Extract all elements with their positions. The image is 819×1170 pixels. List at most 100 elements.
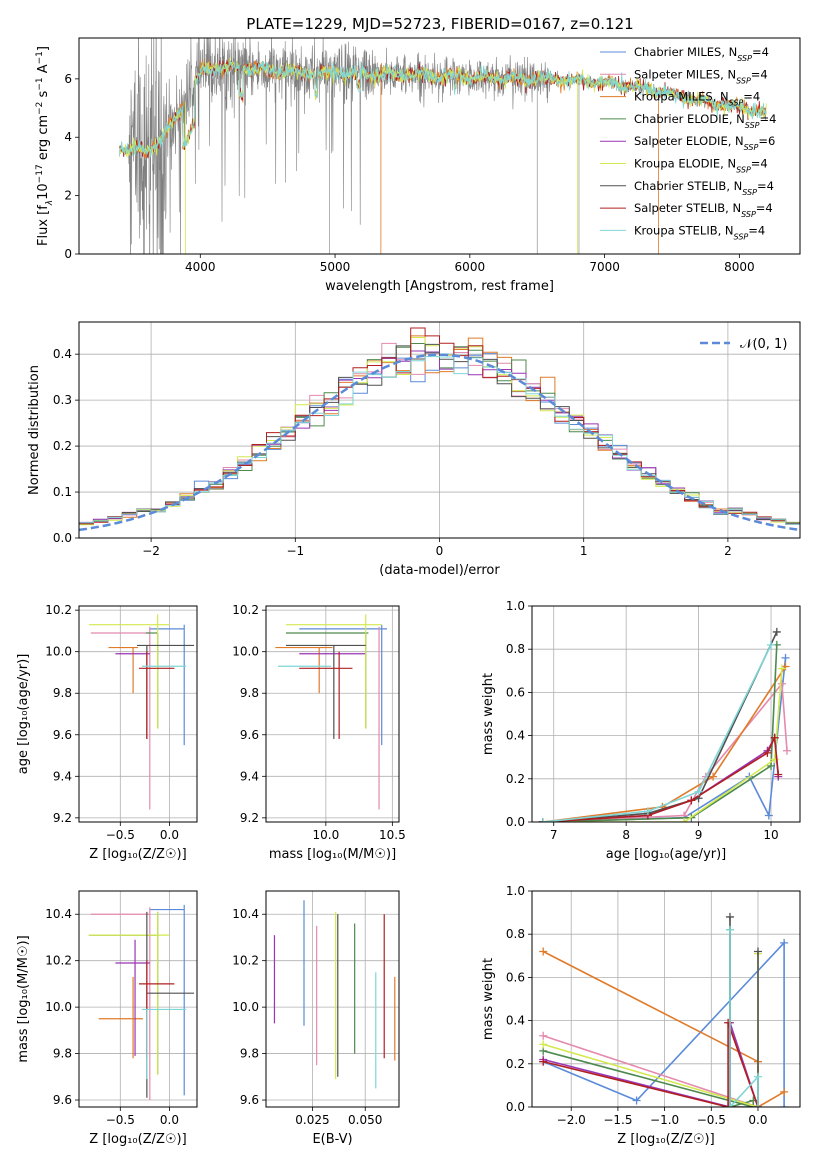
- legend-suffix: =4: [751, 67, 768, 81]
- series-marker: [777, 679, 786, 688]
- plot-area: [88, 614, 195, 810]
- plot-area: [88, 904, 195, 1101]
- y-axis-label-part: ]: [36, 46, 51, 51]
- y-tick-label: 9.4: [240, 769, 259, 783]
- x-tick-label: −1.0: [650, 1113, 679, 1127]
- series-marker: [764, 811, 773, 820]
- series-marker: [753, 1103, 762, 1107]
- series-marker: [772, 627, 781, 636]
- axes-frame: 0.025 0.050 9.6 9.8 10.0 10.2 10.4 E(B-V): [232, 890, 400, 1147]
- series-line: [538, 653, 790, 822]
- axes-frame: −0.5 0.0 9.6 9.8 10.0 10.2 10.4 Z [log₁₀(Z/Z☉)]…: [16, 890, 198, 1147]
- series-path: [542, 734, 780, 822]
- y-tick-label: 0.2: [53, 439, 72, 453]
- y-tick-label: 9.8: [240, 686, 259, 700]
- series-marker: [780, 1103, 789, 1107]
- panel-mass-weight-vs-Z: −2.0 −1.5 −1.0 −0.5 0.0 0.0 0.2 0.4 0.6 0.8 1.0 Z […: [481, 884, 801, 1147]
- series-line: [725, 925, 762, 1107]
- errorbar-point: [299, 651, 353, 739]
- legend-sub: SSP: [745, 120, 760, 129]
- y-axis-label: mass weight: [481, 673, 496, 755]
- series-marker: [774, 770, 783, 779]
- figure-title: PLATE=1229, MJD=52723, FIBERID=0167, z=0…: [246, 15, 633, 33]
- y-axis-label-part: −17: [35, 164, 45, 183]
- x-axis-label: Z [log₁₀(Z/Z☉)]: [89, 847, 186, 862]
- y-tick-label: 0.0: [53, 531, 72, 545]
- y-tick-label: 0.6: [506, 685, 525, 699]
- y-tick-label: 9.2: [53, 811, 72, 825]
- y-tick-label: 9.6: [240, 1093, 259, 1107]
- errorbar-point: [90, 907, 151, 1101]
- series-path: [542, 644, 772, 822]
- plot-area: [538, 627, 791, 822]
- x-tick-label: 7: [550, 828, 558, 842]
- x-tick-label: 7000: [589, 260, 620, 274]
- legend-label: Salpeter ELODIE, N: [634, 134, 744, 148]
- y-tick-label: 1.0: [506, 599, 525, 613]
- series-path: [542, 681, 788, 822]
- x-axis-label: mass [log₁₀(M/M☉)]: [269, 847, 396, 862]
- y-tick-label: 0.4: [506, 729, 525, 743]
- grid: [266, 891, 399, 1107]
- y-tick-label: 0.2: [506, 772, 525, 786]
- y-axis-label: Normed distribution: [27, 365, 42, 495]
- y-axis-label: mass weight: [481, 958, 496, 1040]
- y-tick-label: 9.8: [53, 1047, 72, 1061]
- x-tick-label: −0.5: [106, 828, 135, 842]
- legend-sub: SSP: [744, 143, 759, 152]
- errorbar-point: [145, 632, 159, 729]
- x-tick-label: −0.5: [106, 1113, 135, 1127]
- plot-area: [273, 900, 396, 1089]
- y-tick-label: 9.6: [53, 728, 72, 742]
- series-marker: [725, 1103, 734, 1107]
- axes-frame: −2 −1 0 1 2 0.0 0.1 0.2 0.3 0.4 (data-model)/error…: [27, 321, 801, 578]
- series-path: [542, 644, 778, 822]
- x-tick-label: −1.5: [603, 1113, 632, 1127]
- y-tick-label: 9.2: [240, 811, 259, 825]
- series-path: [542, 940, 785, 1107]
- y-axis-label-part: A: [36, 64, 51, 77]
- errorbar-point: [275, 646, 333, 694]
- plot-area: [79, 327, 800, 538]
- x-axis-label: E(B-V): [312, 1132, 352, 1147]
- x-tick-label: 10: [763, 828, 778, 842]
- panel-spectrum: 4000 5000 6000 7000 8000 0 2 4 6 wavelength [Angs…: [35, 37, 801, 294]
- y-tick-label: 9.6: [240, 728, 259, 742]
- series-path: [542, 657, 787, 822]
- x-tick-label: 0.0: [748, 1113, 767, 1127]
- series-line: [538, 662, 790, 822]
- x-tick-label: −2.0: [557, 1113, 586, 1127]
- y-tick-label: 9.8: [53, 686, 72, 700]
- series-marker: [643, 807, 652, 816]
- errorbar-point: [115, 939, 150, 1056]
- legend-label: Chabrier ELODIE, N: [634, 112, 745, 126]
- x-axis-label: (data-model)/error: [379, 563, 500, 578]
- axes-frame: −2.0 −1.5 −1.0 −0.5 0.0 0.0 0.2 0.4 0.6 0.8 1.0 Z […: [481, 884, 801, 1147]
- y-tick-label: 0.0: [506, 815, 525, 829]
- axes-frame: 4000 5000 6000 7000 8000 0 2 4 6 wavelength [Angs…: [35, 37, 801, 294]
- legend-entry: Kroupa MILES, NSSP=4: [634, 90, 760, 108]
- y-axis-label-part: −2: [35, 102, 45, 115]
- y-tick-label: 2: [64, 189, 72, 203]
- legend-suffix: =4: [748, 223, 765, 237]
- y-tick-label: 10.2: [45, 954, 72, 968]
- axes-frame: 7 8 9 10 0.0 0.2 0.4 0.6 0.8 1.0 age [log₁₀(age/yr…: [481, 599, 801, 862]
- errorbar-point: [141, 1008, 187, 1080]
- series-marker: [781, 653, 790, 662]
- x-axis-label: age [log₁₀(age/yr)]: [606, 847, 727, 862]
- x-tick-label: 1: [580, 544, 588, 558]
- legend-suffix: =4: [751, 157, 768, 171]
- series-line: [538, 627, 781, 822]
- legend-suffix: =4: [743, 90, 760, 104]
- legend-entry: Kroupa ELODIE, NSSP=4: [634, 157, 768, 175]
- y-tick-label: 0: [64, 247, 72, 261]
- legend-entry: Chabrier ELODIE, NSSP=4: [634, 112, 776, 129]
- y-tick-label: 0.0: [506, 1100, 525, 1114]
- legend-sub: SSP: [734, 232, 749, 241]
- y-tick-label: 0.8: [506, 642, 525, 656]
- x-tick-label: −2: [142, 544, 160, 558]
- legend-label: Kroupa STELIB, N: [634, 223, 734, 237]
- x-tick-label: 0.025: [295, 1113, 329, 1127]
